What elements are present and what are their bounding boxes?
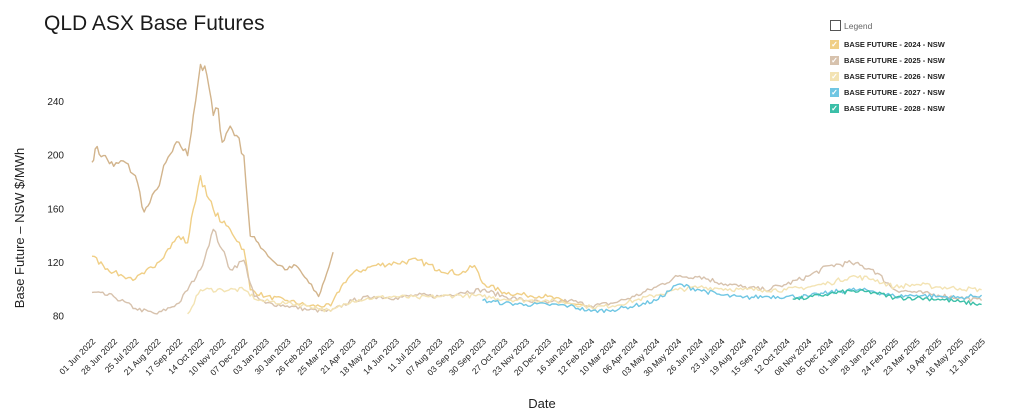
y-tick-label: 200 <box>47 151 64 162</box>
series-line <box>792 288 982 306</box>
y-axis: 80 120 160 200 240 <box>47 97 64 323</box>
legend-header[interactable]: Legend <box>830 20 945 31</box>
legend-item-label: BASE FUTURE - 2027 - NSW <box>844 87 945 97</box>
y-tick-label: 80 <box>53 312 65 323</box>
chart-title: QLD ASX Base Futures <box>44 12 265 35</box>
series-line <box>482 283 983 314</box>
legend: Legend ✓ BASE FUTURE - 2024 - NSW ✓ BASE FU… <box>830 20 945 116</box>
legend-item-label: BASE FUTURE - 2025 - NSW <box>844 55 945 65</box>
y-axis-label: Base Future – NSW $/MWh <box>12 148 27 308</box>
checkmark-icon[interactable]: ✓ <box>830 39 839 49</box>
legend-item-label: BASE FUTURE - 2028 - NSW <box>844 103 945 113</box>
checkmark-icon[interactable]: ✓ <box>830 87 839 97</box>
y-tick-label: 160 <box>47 204 64 215</box>
series-line <box>91 175 586 308</box>
legend-item[interactable]: ✓ BASE FUTURE - 2025 - NSW <box>830 52 945 68</box>
legend-item[interactable]: ✓ BASE FUTURE - 2026 - NSW <box>830 68 945 84</box>
x-axis-label: Date <box>528 396 555 411</box>
series-line <box>91 228 983 315</box>
y-tick-label: 120 <box>47 258 64 269</box>
legend-item-label: BASE FUTURE - 2026 - NSW <box>844 71 945 81</box>
series-line <box>91 63 334 298</box>
series-line <box>187 274 982 315</box>
legend-header-label: Legend <box>844 20 873 31</box>
y-tick-label: 240 <box>47 97 64 108</box>
series-lines <box>91 63 983 315</box>
legend-item[interactable]: ✓ BASE FUTURE - 2028 - NSW <box>830 100 945 116</box>
legend-item-label: BASE FUTURE - 2024 - NSW <box>844 39 945 49</box>
legend-item[interactable]: ✓ BASE FUTURE - 2024 - NSW <box>830 36 945 52</box>
legend-item[interactable]: ✓ BASE FUTURE - 2027 - NSW <box>830 84 945 100</box>
checkbox-icon[interactable] <box>830 20 841 31</box>
checkmark-icon[interactable]: ✓ <box>830 103 839 113</box>
checkmark-icon[interactable]: ✓ <box>830 55 839 65</box>
checkmark-icon[interactable]: ✓ <box>830 71 839 81</box>
